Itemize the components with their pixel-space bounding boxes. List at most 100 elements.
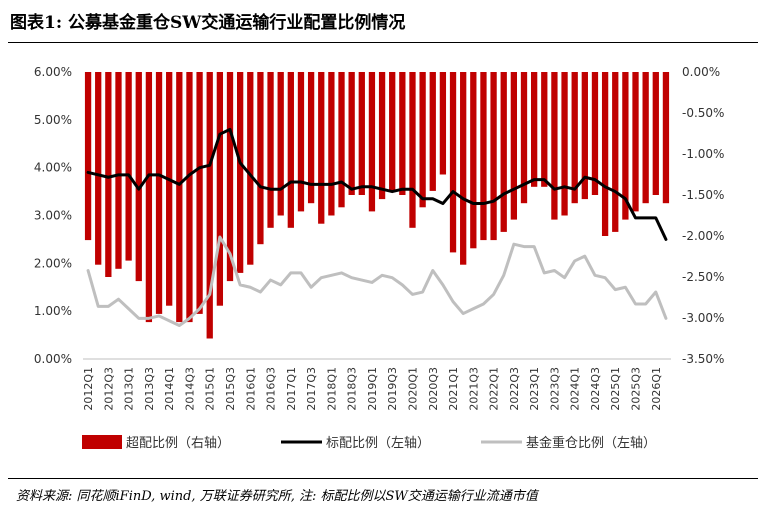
bar-2013Q2 [135, 72, 142, 282]
x-tick-label: 2017Q1 [285, 367, 298, 411]
bar-2022Q3 [510, 72, 518, 220]
right-tick-label: -2.00% [682, 229, 724, 243]
x-tick-label: 2020Q1 [406, 367, 419, 411]
bar-2012Q4 [115, 72, 122, 269]
left-tick-label: 0.00% [34, 352, 72, 366]
x-tick-label: 2023Q1 [528, 367, 541, 411]
bar-2013Q4 [155, 72, 163, 314]
bar-2023Q2 [541, 72, 548, 187]
bar-2020Q4 [439, 72, 447, 175]
x-tick-label: 2015Q3 [224, 367, 237, 411]
bar-2012Q3 [105, 72, 112, 277]
chart: 0.00% 1.00% 2.00% 3.00% 4.00% 5.00% 6.00% -3.5… [34, 65, 725, 451]
x-tick-label: 2022Q1 [488, 367, 501, 411]
x-tick-label: 2022Q3 [508, 367, 521, 411]
legend: 超配比例（右轴） 标配比例（左轴） 基金重仓比例（左轴） [82, 435, 656, 451]
bar-2013Q1 [125, 72, 132, 261]
bar-2016Q1 [247, 72, 254, 265]
x-tick-label: 2025Q3 [630, 367, 643, 411]
bar-2012Q2 [95, 72, 102, 265]
bar-2020Q2 [419, 72, 426, 208]
bar-2013Q3 [145, 72, 153, 323]
bar-2021Q2 [460, 72, 467, 265]
bar-2022Q4 [520, 72, 528, 204]
right-axis: -3.50% -3.00% -2.50% -2.00% -1.50% -1.00% -0.5… [682, 65, 724, 366]
right-tick-label: -3.50% [682, 352, 724, 366]
standard-allocation-line [86, 127, 668, 241]
bar-2018Q1 [328, 72, 335, 216]
x-axis: 2012Q1 2012Q3 2013Q1 2013Q3 2014Q1 2014Q3 2015… [82, 358, 671, 411]
x-tick-label: 2015Q1 [204, 367, 217, 411]
x-tick-label: 2024Q3 [589, 367, 602, 411]
bar-series [84, 72, 670, 339]
bar-2019Q2 [378, 72, 386, 200]
bar-2017Q4 [318, 72, 325, 224]
right-tick-label: -3.00% [682, 311, 724, 325]
x-tick-label: 2013Q3 [143, 367, 156, 411]
left-axis: 0.00% 1.00% 2.00% 3.00% 4.00% 5.00% 6.00% [34, 65, 72, 366]
bar-2023Q4 [561, 72, 568, 216]
bar-2026Q2 [662, 72, 670, 204]
bar-2015Q2 [216, 72, 224, 306]
left-tick-label: 1.00% [34, 304, 72, 318]
bar-2024Q3 [591, 72, 599, 195]
x-tick-label: 2013Q1 [123, 367, 136, 411]
bar-2023Q1 [531, 72, 538, 187]
x-tick-label: 2020Q3 [427, 367, 440, 411]
bar-2014Q4 [196, 72, 203, 314]
source-rule [8, 478, 758, 479]
bar-2019Q1 [368, 72, 376, 212]
bar-2014Q2 [176, 72, 183, 323]
bar-2025Q4 [642, 72, 649, 204]
bar-2016Q2 [257, 72, 264, 245]
bar-2026Q1 [652, 72, 659, 195]
legend-label-standard: 标配比例（左轴） [326, 436, 430, 451]
left-tick-label: 2.00% [34, 256, 72, 270]
title-rule [8, 42, 758, 43]
line-series [86, 127, 668, 328]
x-tick-label: 2021Q1 [447, 367, 460, 411]
bar-2021Q1 [449, 72, 457, 253]
x-tick-label: 2012Q3 [102, 367, 115, 411]
bar-2022Q1 [490, 72, 497, 241]
bar-2022Q2 [500, 72, 507, 232]
x-tick-label: 2025Q1 [609, 367, 622, 411]
bar-2024Q4 [601, 72, 609, 236]
bar-2025Q2 [622, 72, 629, 220]
right-tick-label: -0.50% [682, 106, 724, 120]
bar-2012Q1 [84, 72, 92, 241]
x-tick-label: 2024Q1 [569, 367, 582, 411]
x-tick-label: 2021Q3 [467, 367, 480, 411]
bar-2015Q3 [226, 72, 234, 282]
x-tick-label: 2017Q3 [305, 367, 318, 411]
left-tick-label: 4.00% [34, 161, 72, 175]
source-note: 资料来源: 同花顺iFinD, wind, 万联证券研究所, 注: 标配比例以S… [16, 489, 538, 504]
bar-2024Q1 [571, 72, 578, 204]
x-tick-label: 2026Q1 [650, 367, 663, 411]
fund-holding-line [86, 235, 668, 328]
x-tick-label: 2018Q3 [346, 367, 359, 411]
right-tick-label: -1.50% [682, 188, 724, 202]
right-tick-label: -2.50% [682, 270, 724, 284]
x-tick-label: 2014Q3 [183, 367, 196, 411]
x-tick-label: 2018Q1 [325, 367, 338, 411]
left-tick-label: 3.00% [34, 209, 72, 223]
x-tick-label: 2023Q3 [548, 367, 561, 411]
bar-2017Q3 [307, 72, 315, 204]
bar-2015Q1 [206, 72, 213, 339]
bar-2014Q1 [166, 72, 173, 306]
bar-2023Q3 [551, 72, 558, 220]
right-tick-label: 0.00% [682, 65, 720, 79]
bar-2020Q3 [429, 72, 436, 191]
page-title: 图表1: 公募基金重仓SW交通运输行业配置比例情况 [10, 13, 406, 33]
left-tick-label: 6.00% [34, 65, 72, 79]
bar-2021Q4 [480, 72, 487, 241]
bar-2021Q3 [470, 72, 477, 249]
bar-2018Q2 [338, 72, 345, 208]
bar-2016Q4 [277, 72, 284, 216]
bar-2019Q3 [389, 72, 396, 191]
bar-2014Q3 [186, 72, 193, 323]
bar-2024Q2 [581, 72, 588, 200]
right-tick-label: -1.00% [682, 147, 724, 161]
bar-2016Q3 [267, 72, 274, 228]
